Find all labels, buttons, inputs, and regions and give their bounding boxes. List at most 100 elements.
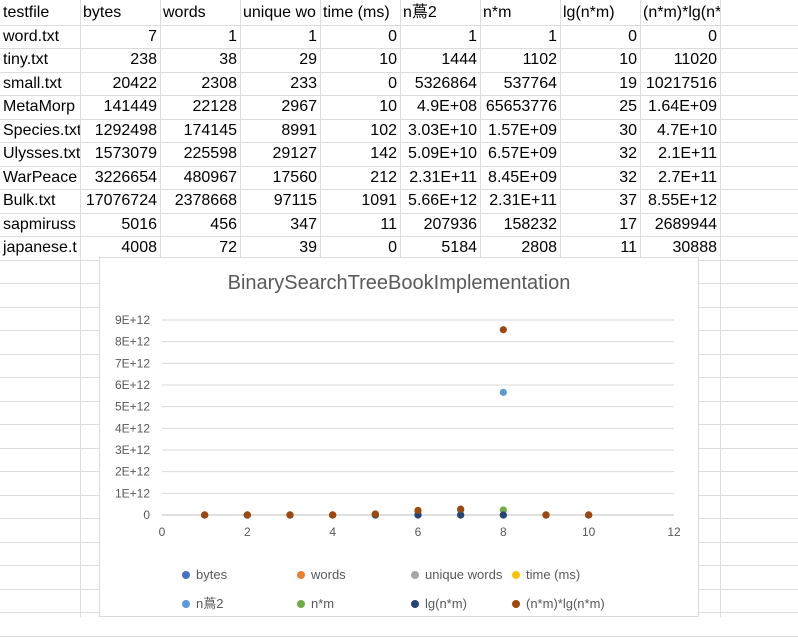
legend-item[interactable]: bytes <box>182 567 227 583</box>
table-cell[interactable]: 32 <box>619 169 637 186</box>
legend-item[interactable]: lg(n*m) <box>411 596 467 612</box>
table-cell[interactable]: 3226654 <box>94 169 157 186</box>
table-cell[interactable]: 4.7E+10 <box>656 122 717 139</box>
table-cell[interactable]: 1292498 <box>94 122 157 139</box>
table-cell[interactable]: Ulysses.txt <box>3 145 80 162</box>
table-cell[interactable]: 0 <box>628 28 637 45</box>
table-cell[interactable]: 0 <box>388 28 397 45</box>
table-cell[interactable]: 5.66E+12 <box>408 192 477 209</box>
table-cell[interactable]: 158232 <box>503 216 557 233</box>
table-cell[interactable]: 72 <box>219 239 237 256</box>
table-cell[interactable]: 1573079 <box>94 145 157 162</box>
column-header-cell[interactable]: unique wo <box>243 4 316 21</box>
table-cell[interactable]: 207936 <box>423 216 477 233</box>
column-header-cell[interactable]: words <box>163 4 206 21</box>
table-cell[interactable]: 30888 <box>672 239 718 256</box>
column-header-cell[interactable]: bytes <box>83 4 122 21</box>
table-cell[interactable]: 17560 <box>272 169 318 186</box>
table-cell[interactable]: 29127 <box>272 145 318 162</box>
table-cell[interactable]: 1.57E+09 <box>488 122 557 139</box>
legend-item[interactable]: n蔦2 <box>182 596 223 612</box>
table-cell[interactable]: 2.1E+11 <box>658 145 717 162</box>
table-cell[interactable]: 0 <box>388 239 397 256</box>
table-cell[interactable]: MetaMorp <box>3 98 76 115</box>
table-cell[interactable]: 1.64E+09 <box>648 98 717 115</box>
table-cell[interactable]: 142 <box>370 145 397 162</box>
table-cell[interactable]: 4008 <box>121 239 157 256</box>
table-cell[interactable]: 5.09E+10 <box>408 145 477 162</box>
table-cell[interactable]: 6.57E+09 <box>488 145 557 162</box>
table-cell[interactable]: 2808 <box>521 239 557 256</box>
table-cell[interactable]: 11020 <box>673 51 717 68</box>
table-cell[interactable]: 10 <box>619 51 637 68</box>
table-cell[interactable]: small.txt <box>3 75 62 92</box>
table-cell[interactable]: 11 <box>620 239 637 256</box>
table-cell[interactable]: 8991 <box>281 122 317 139</box>
table-cell[interactable]: 97115 <box>273 192 317 209</box>
table-cell[interactable]: 5326864 <box>414 75 477 92</box>
table-cell[interactable]: 7 <box>148 28 157 45</box>
table-cell[interactable]: 102 <box>370 122 397 139</box>
table-cell[interactable]: 38 <box>219 51 237 68</box>
table-cell[interactable]: 2967 <box>281 98 317 115</box>
table-cell[interactable]: WarPeace <box>3 169 78 186</box>
table-cell[interactable]: 1 <box>308 28 317 45</box>
column-header-cell[interactable]: n*m <box>483 4 512 21</box>
table-cell[interactable]: 537764 <box>503 75 557 92</box>
table-cell[interactable]: 1102 <box>522 51 557 68</box>
legend-item[interactable]: (n*m)*lg(n*m) <box>512 596 605 612</box>
table-cell[interactable]: Bulk.txt <box>3 192 56 209</box>
table-cell[interactable]: japanese.t <box>3 239 77 256</box>
column-header-cell[interactable]: lg(n*m) <box>563 4 615 21</box>
table-cell[interactable]: 11 <box>380 216 397 233</box>
table-cell[interactable]: 20422 <box>112 75 158 92</box>
table-cell[interactable]: 22128 <box>192 98 238 115</box>
legend-item[interactable]: unique words <box>411 567 502 583</box>
table-cell[interactable]: 5184 <box>441 239 477 256</box>
table-cell[interactable]: 8.45E+09 <box>488 169 557 186</box>
table-cell[interactable]: sapmiruss <box>3 216 76 233</box>
table-cell[interactable]: 10217516 <box>645 75 717 92</box>
table-cell[interactable]: 5016 <box>121 216 157 233</box>
table-cell[interactable]: 480967 <box>183 169 237 186</box>
table-cell[interactable]: 174145 <box>183 122 237 139</box>
table-cell[interactable]: 1 <box>548 28 557 45</box>
table-cell[interactable]: 2689944 <box>654 216 717 233</box>
table-cell[interactable]: 1444 <box>441 51 477 68</box>
table-cell[interactable]: 2.7E+11 <box>658 169 717 186</box>
table-cell[interactable]: 25 <box>619 98 637 115</box>
column-header-cell[interactable]: time (ms) <box>323 4 390 21</box>
table-cell[interactable]: 233 <box>290 75 317 92</box>
table-cell[interactable]: 1091 <box>361 192 397 209</box>
table-cell[interactable]: 2.31E+11 <box>489 192 557 209</box>
table-cell[interactable]: Species.txt <box>3 122 80 139</box>
table-cell[interactable]: 141449 <box>103 98 157 115</box>
table-cell[interactable]: 2308 <box>201 75 237 92</box>
legend-item[interactable]: words <box>297 567 346 583</box>
scatter-chart[interactable]: BinarySearchTreeBookImplementation 0 1E+1… <box>99 257 699 617</box>
table-cell[interactable]: 347 <box>290 216 317 233</box>
table-cell[interactable]: 238 <box>130 51 157 68</box>
table-cell[interactable]: 3.03E+10 <box>408 122 477 139</box>
table-cell[interactable]: 456 <box>210 216 237 233</box>
table-cell[interactable]: 10 <box>379 98 397 115</box>
column-header-cell[interactable]: (n*m)*lg(n*m) <box>643 4 720 21</box>
table-cell[interactable]: 65653776 <box>485 98 557 115</box>
table-cell[interactable]: 37 <box>619 192 637 209</box>
table-cell[interactable]: 225598 <box>183 145 237 162</box>
table-cell[interactable]: tiny.txt <box>3 51 49 68</box>
table-cell[interactable]: 2378668 <box>174 192 237 209</box>
table-cell[interactable]: 32 <box>619 145 637 162</box>
table-cell[interactable]: 19 <box>619 75 637 92</box>
table-cell[interactable]: word.txt <box>3 28 60 45</box>
table-cell[interactable]: 8.55E+12 <box>648 192 717 209</box>
table-cell[interactable]: 4.9E+08 <box>416 98 477 115</box>
table-cell[interactable]: 10 <box>379 51 397 68</box>
column-header-cell[interactable]: n蔦2 <box>403 4 437 21</box>
table-cell[interactable]: 29 <box>299 51 317 68</box>
column-header-cell[interactable]: testfile <box>3 4 50 21</box>
table-cell[interactable]: 39 <box>299 239 317 256</box>
table-cell[interactable]: 0 <box>708 28 717 45</box>
table-cell[interactable]: 2.31E+11 <box>409 169 477 186</box>
legend-item[interactable]: time (ms) <box>512 567 580 583</box>
